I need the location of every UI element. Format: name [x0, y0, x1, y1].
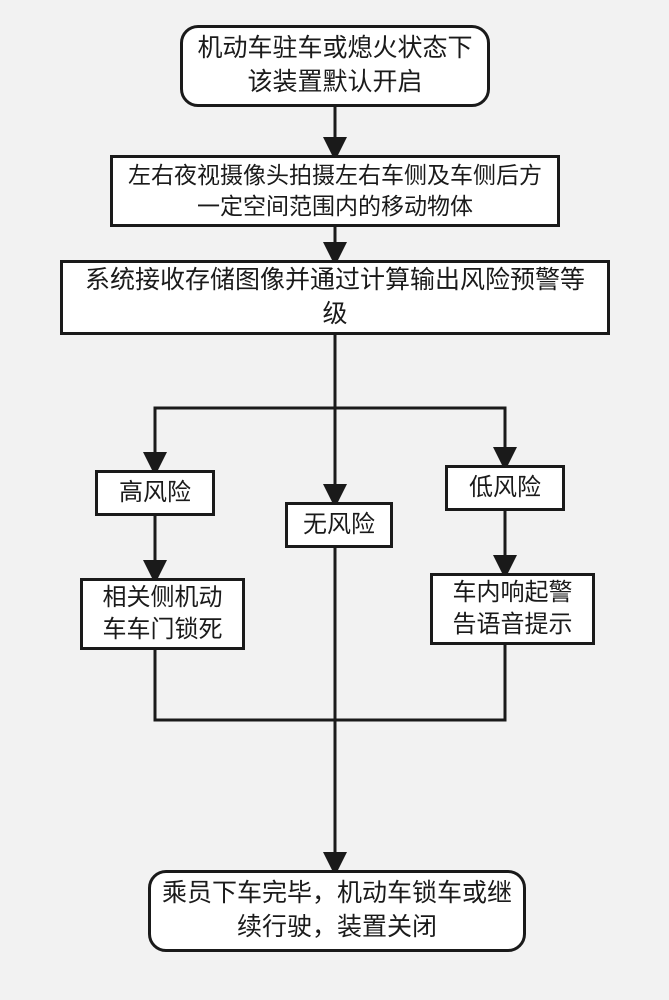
node-text: 高风险 [119, 477, 191, 509]
node-end: 乘员下车完毕，机动车锁车或继续行驶，装置关闭 [148, 870, 526, 952]
node-text: 无风险 [303, 509, 375, 541]
node-text: 相关侧机动车车门锁死 [93, 582, 232, 647]
node-text: 乘员下车完毕，机动车锁车或继续行驶，装置关闭 [161, 877, 513, 945]
node-high-risk: 高风险 [95, 470, 215, 516]
node-text: 低风险 [469, 472, 541, 504]
node-camera-capture: 左右夜视摄像头拍摄左右车侧及车侧后方一定空间范围内的移动物体 [110, 155, 560, 227]
node-system-process: 系统接收存储图像并通过计算输出风险预警等级 [60, 260, 610, 335]
node-start: 机动车驻车或熄火状态下该装置默认开启 [180, 25, 490, 107]
node-text: 车内响起警告语音提示 [443, 577, 582, 642]
flowchart-canvas: 机动车驻车或熄火状态下该装置默认开启 左右夜视摄像头拍摄左右车侧及车侧后方一定空… [0, 0, 669, 1000]
node-text: 机动车驻车或熄火状态下该装置默认开启 [193, 32, 477, 100]
node-voice-alert: 车内响起警告语音提示 [430, 573, 595, 645]
node-low-risk: 低风险 [445, 465, 565, 511]
node-text: 系统接收存储图像并通过计算输出风险预警等级 [73, 264, 597, 332]
node-no-risk: 无风险 [285, 502, 393, 548]
node-text: 左右夜视摄像头拍摄左右车侧及车侧后方一定空间范围内的移动物体 [123, 160, 547, 222]
node-door-lock: 相关侧机动车车门锁死 [80, 578, 245, 650]
